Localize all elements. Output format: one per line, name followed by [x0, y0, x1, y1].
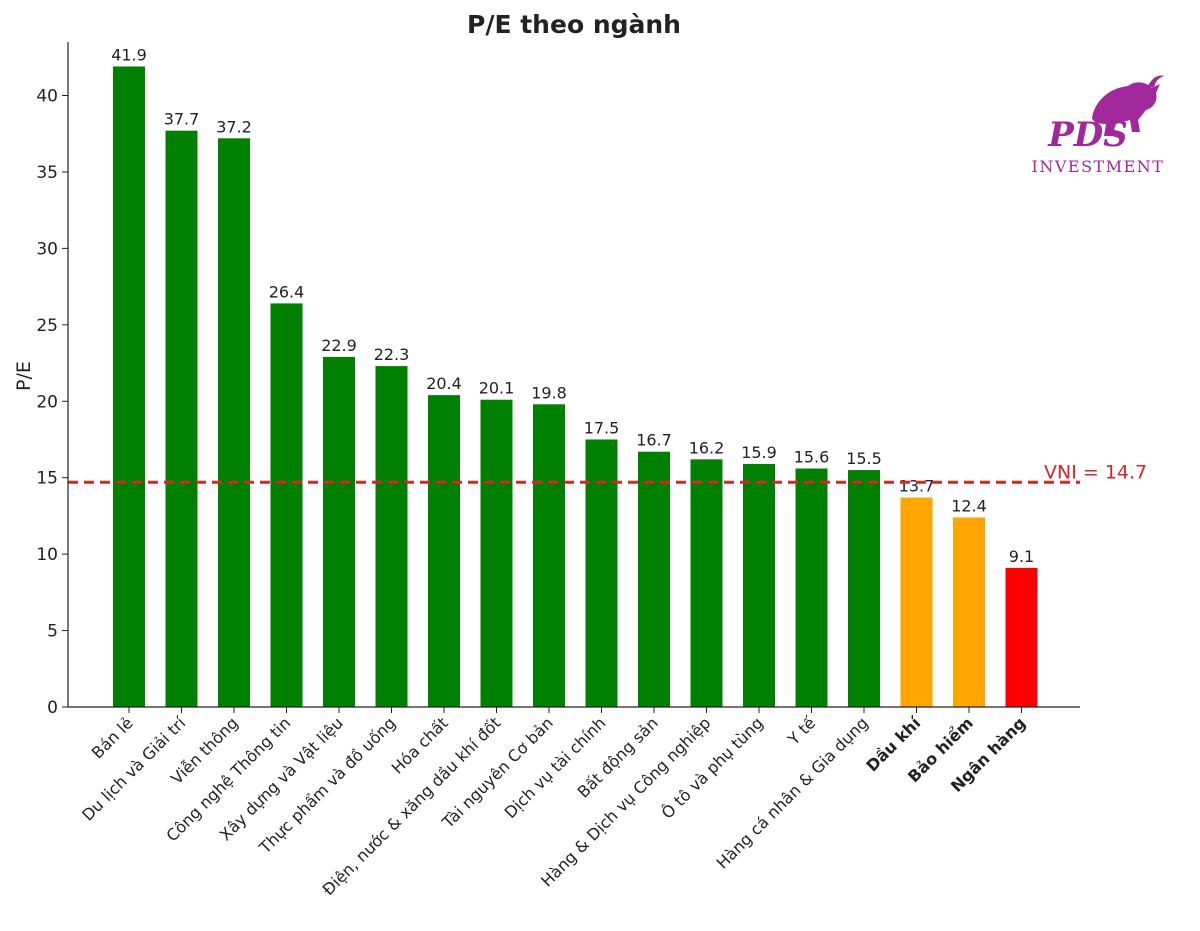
- axes: [67, 42, 1080, 708]
- value-label: 16.2: [689, 438, 725, 457]
- value-label: 13.7: [899, 477, 935, 496]
- value-label: 20.4: [426, 374, 462, 393]
- reference-line-group: VNI = 14.7: [68, 461, 1147, 484]
- y-tick-label: 20: [36, 392, 58, 412]
- y-tick-label: 15: [36, 469, 58, 489]
- value-label: 22.3: [374, 345, 410, 364]
- y-axis-title: P/E: [13, 361, 35, 391]
- category-label: Ô tô và phụ tùng: [658, 713, 767, 822]
- bar: [1005, 567, 1038, 707]
- y-tick-label: 5: [47, 622, 58, 642]
- value-label: 19.8: [531, 383, 567, 402]
- value-label: 16.7: [636, 431, 672, 450]
- bar: [848, 470, 880, 707]
- y-axis-ticks: 0 5 10 15 20 25 30 35 40: [36, 87, 68, 718]
- bar: [165, 130, 198, 707]
- bar: [690, 459, 723, 707]
- value-label: 37.7: [164, 110, 200, 129]
- y-tick-label: 40: [36, 87, 58, 107]
- bar: [113, 66, 145, 707]
- value-label: 20.1: [479, 379, 515, 398]
- value-label: 22.9: [321, 336, 357, 355]
- y-tick-label: 0: [47, 698, 58, 718]
- value-label: 37.2: [216, 117, 252, 136]
- bar: [375, 366, 408, 707]
- bar: [218, 138, 250, 707]
- value-label: 15.5: [846, 449, 882, 468]
- logo-brand: PDS: [1047, 115, 1128, 155]
- bar: [428, 395, 460, 707]
- y-tick-label: 10: [36, 545, 58, 565]
- value-label: 41.9: [111, 45, 147, 64]
- value-label: 15.9: [741, 443, 777, 462]
- category-label: Bán lẻ: [88, 713, 137, 762]
- value-labels: 41.9 37.7 37.2 26.4 22.9 22.3 20.4 20.1 19.8 17.5…: [111, 45, 1034, 565]
- bar: [323, 356, 355, 707]
- bar: [900, 497, 933, 707]
- category-label: Y tế: [783, 713, 819, 749]
- bar: [795, 468, 828, 707]
- logo-subtitle: INVESTMENT: [1032, 157, 1165, 176]
- chart-title: P/E theo ngành: [467, 10, 681, 39]
- value-label: 15.6: [794, 448, 830, 467]
- bar: [638, 451, 670, 707]
- bar: [585, 439, 618, 707]
- value-label: 9.1: [1009, 547, 1034, 566]
- bar: [480, 399, 513, 707]
- bar: [270, 303, 303, 707]
- bar: [743, 463, 775, 707]
- y-tick-label: 25: [36, 316, 58, 336]
- value-label: 17.5: [584, 418, 620, 437]
- bar: [953, 517, 985, 707]
- pds-investment-logo: PDS INVESTMENT: [1032, 75, 1165, 176]
- bull-icon: [1092, 75, 1164, 136]
- y-tick-label: 35: [36, 163, 58, 183]
- reference-line-label: VNI = 14.7: [1044, 461, 1147, 483]
- bar: [533, 404, 565, 707]
- bars: [113, 66, 1038, 707]
- value-label: 26.4: [269, 282, 305, 301]
- y-tick-label: 30: [36, 239, 58, 259]
- value-label: 12.4: [951, 496, 987, 515]
